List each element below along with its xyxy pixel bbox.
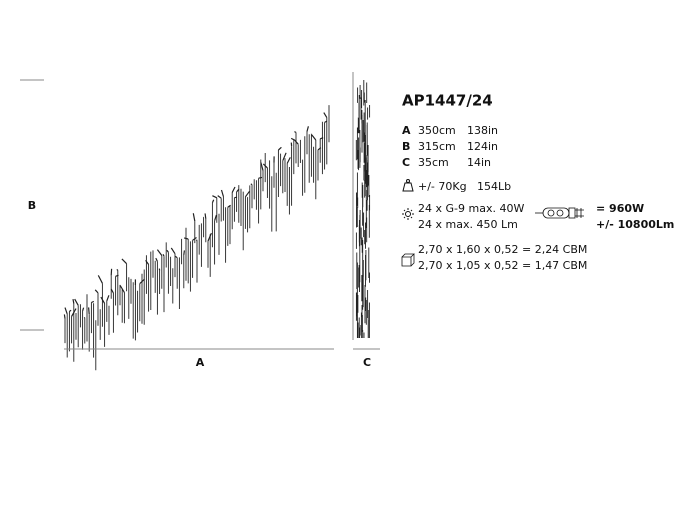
lamp-strands <box>64 80 371 371</box>
packaging-1: 2,70 x 1,60 x 0,52 = 2,24 CBM <box>418 243 587 256</box>
width-label: A <box>196 356 205 369</box>
height-label: B <box>28 199 36 212</box>
box-icon <box>401 253 415 267</box>
total-lumens: +/- 10800Lm <box>596 218 674 231</box>
dimension-in: 138in <box>467 124 498 137</box>
weight-kg: +/- 70Kg <box>418 180 467 193</box>
dimension-lines <box>20 72 380 350</box>
depth-label: C <box>363 356 371 369</box>
dimension-letter: C <box>402 156 410 169</box>
dimension-in: 124in <box>467 140 498 153</box>
dimension-cm: 350cm <box>418 124 456 137</box>
dimension-letter: B <box>402 140 410 153</box>
total-power: = 960W <box>596 202 644 215</box>
lamp-drawing <box>63 80 371 371</box>
weight-icon <box>402 179 414 192</box>
lamp-branches <box>63 112 328 319</box>
dimensions: A 350cm 138in B 315cm 124in C 35cm 14in <box>402 124 498 169</box>
dimension-cm: 315cm <box>418 140 456 153</box>
product-code: AP1447/24 <box>402 92 493 110</box>
lumens: 24 x max. 450 Lm <box>418 218 518 231</box>
bulbs: 24 x G-9 max. 40W <box>418 202 524 215</box>
dimension-cm: 35cm <box>418 156 449 169</box>
g9-bulb-icon <box>535 207 584 219</box>
weight-lb: 154Lb <box>477 180 511 193</box>
bulb-icon <box>402 208 414 220</box>
dimension-letter: A <box>402 124 411 137</box>
dimension-in: 14in <box>467 156 491 169</box>
packaging-2: 2,70 x 1,05 x 0,52 = 1,47 CBM <box>418 259 587 272</box>
